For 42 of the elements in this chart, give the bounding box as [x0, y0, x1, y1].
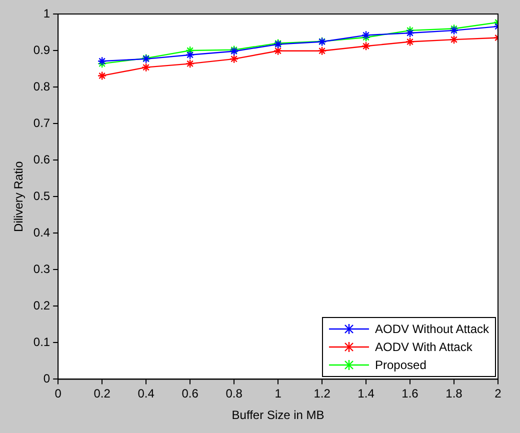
- point: [97, 59, 107, 68]
- point: [405, 37, 415, 46]
- point: [185, 50, 195, 60]
- y-axis-title: Dilivery Ratio: [12, 160, 26, 232]
- point: [317, 46, 327, 56]
- x-axis-title: Buffer Size in MB: [232, 408, 324, 422]
- point: [361, 42, 371, 51]
- point: [185, 46, 195, 56]
- point: [273, 46, 283, 56]
- y-tick-label: 0.6: [33, 152, 50, 166]
- y-tick-label: 0.9: [33, 42, 50, 57]
- x-tick-label: 1.8: [446, 386, 463, 401]
- x-tick-label: 0.4: [138, 386, 155, 401]
- y-tick-label: 1: [43, 6, 50, 20]
- y-tick-label: 0.3: [33, 262, 50, 276]
- legend-label: AODV Without Attack: [375, 322, 490, 336]
- point: [449, 34, 459, 44]
- x-tick-label: 1.4: [358, 386, 375, 401]
- x-tick-label: 2: [494, 386, 502, 401]
- y-tick-label: 0.8: [33, 79, 50, 94]
- y-tick-label: 0.5: [33, 188, 50, 203]
- point: [97, 56, 107, 66]
- legend-label: Proposed: [375, 358, 426, 372]
- x-tick-label: 0.8: [226, 386, 243, 401]
- x-tick-label: 0.2: [94, 386, 111, 401]
- point: [229, 54, 239, 64]
- y-tick-label: 0.7: [33, 116, 50, 130]
- point: [141, 62, 151, 72]
- x-tick-label: 0: [54, 386, 62, 401]
- point: [405, 28, 415, 38]
- y-tick-label: 0.4: [33, 225, 50, 240]
- x-tick-label: 0.6: [182, 386, 199, 401]
- legend-label: AODV With Attack: [375, 340, 472, 354]
- x-tick-label: 1: [274, 386, 282, 401]
- x-tick-label: 1.2: [314, 386, 331, 401]
- y-tick-label: 0.1: [33, 334, 50, 349]
- point: [97, 71, 107, 80]
- y-tick-label: 0.2: [33, 298, 50, 312]
- x-tick-label: 1.6: [402, 386, 419, 401]
- point: [185, 59, 195, 68]
- y-tick-label: 0: [43, 372, 50, 386]
- point: [405, 26, 415, 36]
